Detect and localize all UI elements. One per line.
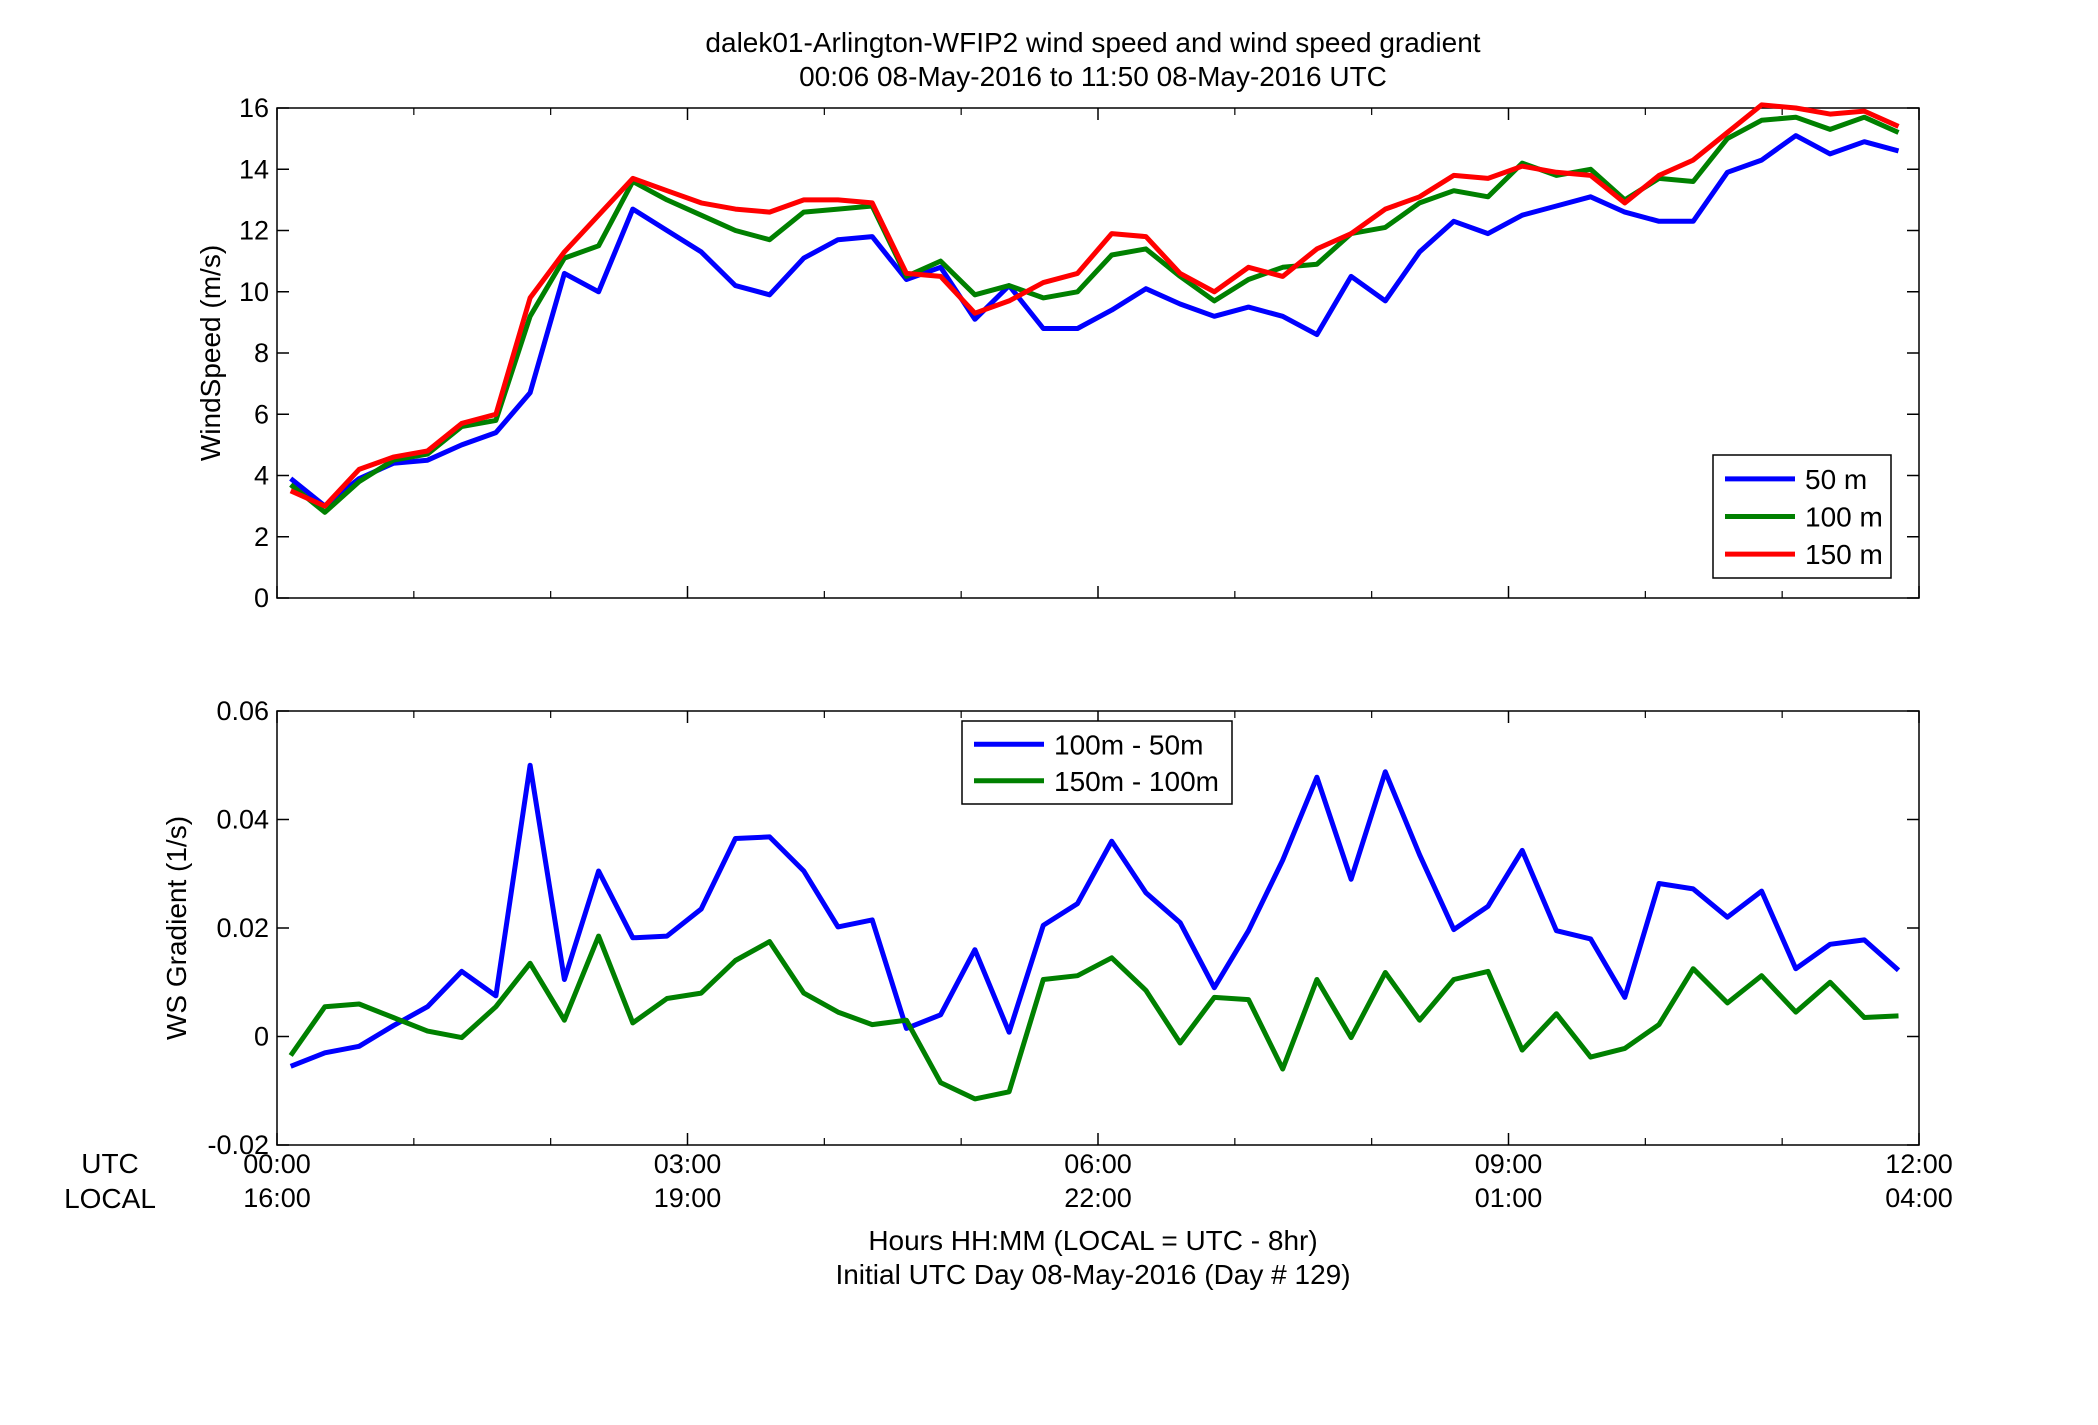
local-tick-label: 19:00 <box>654 1183 722 1213</box>
windspeed-legend-label-1: 100 m <box>1805 502 1883 533</box>
windspeed-y-tick-label: 6 <box>254 399 269 429</box>
utc-row-label: UTC <box>81 1148 139 1179</box>
local-tick-label: 16:00 <box>243 1183 311 1213</box>
wind-gradient-panel: -0.02 0 0.02 0.04 0.06 WS Gradient (1/s) 100m … <box>161 696 1920 1160</box>
gradient-legend-label-1: 150m - 100m <box>1054 766 1219 797</box>
windspeed-y-tick-label: 4 <box>254 461 269 491</box>
windspeed-y-tick-label: 12 <box>239 216 269 246</box>
windspeed-y-tick-label: 14 <box>239 154 269 184</box>
utc-tick-label: 06:00 <box>1064 1149 1132 1179</box>
gradient-y-tick-label: -0.02 <box>207 1130 269 1160</box>
windspeed-legend: 50 m 100 m 150 m <box>1712 454 1892 579</box>
local-tick-label: 01:00 <box>1475 1183 1543 1213</box>
windspeed-legend-label-0: 50 m <box>1805 464 1867 495</box>
utc-tick-label: 03:00 <box>654 1149 722 1179</box>
windspeed-y-tick-label: 8 <box>254 338 269 368</box>
gradient-legend-box <box>961 720 1233 805</box>
gradient-legend-label-0: 100m - 50m <box>1054 729 1203 760</box>
gradient-y-tick-label: 0.04 <box>216 805 269 835</box>
windspeed-y-tick-label: 16 <box>239 93 269 123</box>
utc-tick-label: 12:00 <box>1885 1149 1953 1179</box>
local-tick-label: 04:00 <box>1885 1183 1953 1213</box>
utc-tick-label: 09:00 <box>1475 1149 1543 1179</box>
gradient-series-line-0 <box>289 762 1901 1069</box>
gradient-y-tick-label: 0 <box>254 1022 269 1052</box>
windspeed-series-line-2 <box>289 102 1900 509</box>
x-tick-labels: 00:00 16:00 03:00 19:00 06:00 22:00 09:00 01:00… <box>243 1149 1953 1213</box>
wind-speed-panel: 0 2 4 6 8 10 12 14 16 WindSpeed (m/s) 50 m 100 m 150… <box>195 93 1920 613</box>
windspeed-y-axis-label: WindSpeed (m/s) <box>195 245 226 461</box>
x-axis-label-line2: Initial UTC Day 08-May-2016 (Day # 129) <box>835 1259 1350 1290</box>
gradient-series-line-1 <box>288 933 1899 1102</box>
x-axis-label-line1: Hours HH:MM (LOCAL = UTC - 8hr) <box>868 1225 1317 1256</box>
windspeed-legend-label-2: 150 m <box>1805 539 1883 570</box>
windspeed-y-tick-label: 10 <box>239 277 269 307</box>
utc-tick-label: 00:00 <box>243 1149 311 1179</box>
gradient-y-tick-label: 0.06 <box>216 696 269 726</box>
chart-title-line2: 00:06 08-May-2016 to 11:50 08-May-2016 U… <box>799 61 1387 92</box>
windspeed-y-tick-label: 0 <box>254 583 269 613</box>
windspeed-series-line-0 <box>289 133 1900 509</box>
gradient-y-axis-label: WS Gradient (1/s) <box>161 816 192 1040</box>
windspeed-y-tick-label: 2 <box>254 522 269 552</box>
gradient-legend: 100m - 50m 150m - 100m <box>961 720 1233 805</box>
chart-title-line1: dalek01-Arlington-WFIP2 wind speed and w… <box>705 27 1480 58</box>
gradient-y-tick-label: 0.02 <box>216 913 269 943</box>
local-row-label: LOCAL <box>64 1183 156 1214</box>
local-tick-label: 22:00 <box>1064 1183 1132 1213</box>
